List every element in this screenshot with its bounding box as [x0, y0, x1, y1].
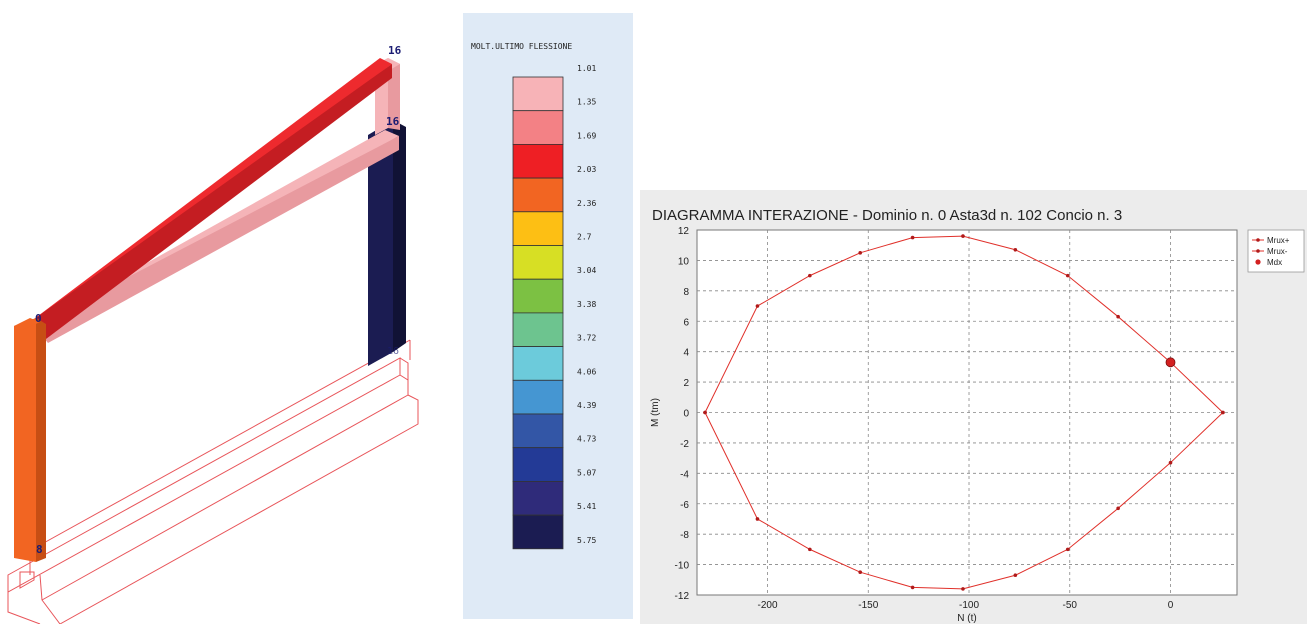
x-tick-label: -100 — [959, 600, 979, 611]
series-point — [1116, 506, 1120, 511]
column-left — [14, 318, 46, 562]
interaction-diagram-panel: DIAGRAMMA INTERAZIONE - Dominio n. 0 Ast… — [640, 190, 1307, 624]
x-tick-label: -200 — [758, 600, 778, 611]
legend-level-label: 5.41 — [577, 502, 596, 511]
legend-entry-label: Mrux+ — [1267, 236, 1290, 245]
y-tick-label: -12 — [675, 591, 690, 602]
legend-level-label: 1.35 — [577, 98, 596, 107]
y-tick-label: -8 — [680, 530, 689, 541]
legend-level-label: 4.39 — [577, 401, 596, 410]
legend-level-label: 1.69 — [577, 131, 596, 140]
x-tick-label: -50 — [1063, 600, 1078, 611]
series-point — [1065, 547, 1070, 552]
node-label-left-base: 8 — [36, 543, 43, 556]
node-label-column-top: 16 — [386, 115, 400, 128]
legend-level-label: 3.04 — [577, 266, 596, 275]
legend-swatch — [512, 110, 564, 145]
column-right — [368, 120, 406, 366]
legend-swatch — [512, 346, 564, 381]
legend-title: MOLT.ULTIMO FLESSIONE — [471, 42, 572, 51]
y-tick-label: -6 — [680, 500, 689, 511]
color-legend-panel: MOLT.ULTIMO FLESSIONE 1.01 1.35 1.69 2.03 2.… — [463, 13, 633, 619]
legend-level-label: 4.73 — [577, 435, 596, 444]
legend-swatch — [512, 514, 564, 550]
legend-swatch — [512, 413, 564, 449]
beam-top-red — [30, 58, 392, 342]
x-tick-label: 0 — [1168, 600, 1174, 611]
node-label-left-top: 0 — [35, 312, 42, 325]
legend-swatch — [512, 312, 564, 347]
series-point — [755, 517, 760, 521]
series-point — [808, 547, 812, 552]
legend-swatch — [512, 177, 564, 213]
legend-swatch — [512, 379, 564, 415]
legend-level-label: 2.03 — [577, 165, 596, 174]
x-axis-label: N (t) — [957, 613, 976, 624]
y-tick-label: 12 — [678, 226, 690, 237]
chart-title: DIAGRAMMA INTERAZIONE - Dominio n. 0 Ast… — [652, 207, 1122, 224]
legend-swatch — [512, 211, 564, 246]
series-point — [1013, 247, 1018, 252]
y-tick-label: 8 — [683, 287, 689, 298]
series-point — [1168, 460, 1173, 465]
series-point — [858, 251, 863, 255]
legend-level-label: 4.06 — [577, 367, 596, 376]
chart-legend: Mrux+ Mrux- Mdx — [1247, 229, 1305, 273]
legend-swatch — [512, 143, 564, 179]
series-point — [808, 273, 812, 278]
node-label-column-base: 16 — [387, 346, 399, 357]
legend-entry-label: Mrux- — [1267, 247, 1288, 256]
y-tick-label: 10 — [678, 256, 690, 267]
series-point — [1116, 314, 1120, 319]
legend-level-label: 5.75 — [577, 536, 596, 545]
series-point — [703, 410, 707, 415]
legend-marker — [1256, 249, 1260, 253]
legend-level-label: 2.7 — [577, 233, 592, 242]
legend-level-label: 1.01 — [577, 64, 596, 73]
y-tick-label: -10 — [675, 561, 690, 572]
y-tick-label: -4 — [680, 469, 689, 480]
series-point — [1065, 273, 1070, 278]
legend-swatch — [512, 245, 564, 280]
legend-marker — [1255, 259, 1261, 265]
y-axis-ticks: -12 -10 -8 -6 -4 -2 0 2 4 6 8 10 12 — [675, 226, 690, 602]
y-tick-label: 6 — [683, 317, 689, 328]
frame-3d-view: 16 16 16 0 8 — [7, 44, 419, 624]
y-tick-label: -2 — [680, 439, 689, 450]
legend-level-label: 5.07 — [577, 468, 596, 477]
series-point — [961, 234, 965, 238]
series-point — [1013, 573, 1018, 578]
legend-level-label: 2.36 — [577, 199, 596, 208]
series-point — [910, 585, 915, 590]
series-point — [755, 304, 760, 308]
y-tick-label: 0 — [683, 409, 689, 420]
chart-grid — [697, 230, 1237, 595]
x-axis-ticks: -200 -150 -100 -50 0 — [758, 600, 1174, 611]
legend-level-label: 3.38 — [577, 300, 596, 309]
beam-lower-pink — [34, 130, 399, 343]
series-point — [910, 235, 915, 240]
legend-marker — [1256, 238, 1260, 242]
foundation-beam — [7, 339, 419, 624]
legend-entry-label: Mdx — [1267, 258, 1282, 267]
design-point-mdx — [1165, 357, 1176, 368]
chart-series — [703, 234, 1225, 591]
series-point — [961, 587, 965, 591]
x-tick-label: -150 — [858, 600, 878, 611]
series-point — [858, 570, 863, 574]
y-tick-label: 2 — [683, 378, 689, 389]
legend-swatch — [512, 278, 564, 314]
series-point — [1221, 410, 1225, 415]
legend-swatch — [512, 447, 564, 482]
legend-level-label: 3.72 — [577, 334, 596, 343]
legend-swatch — [512, 76, 564, 112]
legend-swatch — [512, 480, 564, 516]
node-label-top-strut: 16 — [388, 44, 402, 57]
y-tick-label: 4 — [683, 348, 689, 359]
y-axis-label: M (tm) — [650, 398, 661, 427]
